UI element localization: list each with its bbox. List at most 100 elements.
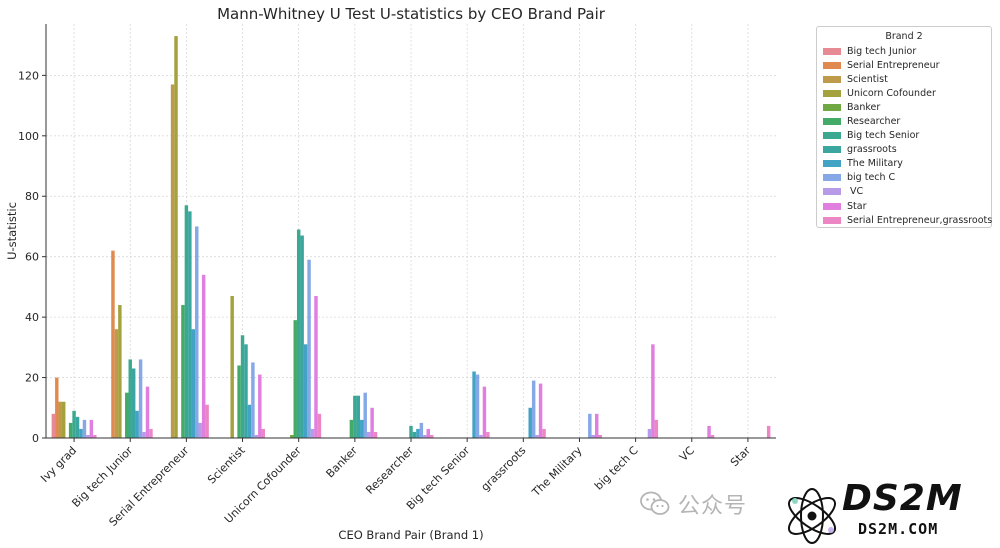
x-tick-label: grassroots [479,444,529,494]
legend-item: Researcher [817,114,991,128]
bar [131,368,136,438]
bar [290,434,294,438]
bar [598,434,602,438]
bar [412,431,417,438]
x-tick-label: VC [677,444,697,464]
bar [89,419,94,438]
grid [46,24,776,439]
bar [475,374,480,438]
bar [184,205,189,438]
logo-main-text: DS2M [842,478,963,519]
y-tick-label: 60 [25,251,39,264]
bar [370,407,374,438]
bar [244,344,248,438]
legend-label: Scientist [847,73,888,85]
bar [542,428,546,438]
bar [135,410,139,438]
bar [430,434,434,438]
x-tick-label: The Military [529,444,585,500]
x-tick-label: big tech C [592,444,641,493]
legend-label: Serial Entrepreneur,grassroots [847,214,993,226]
legend-label: Big tech Senior [847,130,920,142]
bar [111,250,115,438]
bar [300,235,304,438]
bar [423,434,427,438]
bar [201,274,206,438]
bar [647,428,652,438]
legend-item: Star [817,199,991,213]
bar [296,229,301,438]
bar [195,226,199,438]
legend-item: Serial Entrepreneur,grassroots [817,213,993,227]
bar [366,431,371,438]
bar [707,425,711,438]
logo-sub-text: DS2M.COM [858,520,939,538]
bar [486,431,490,438]
y-tick-label: 40 [25,311,39,324]
legend: Brand 2 Big tech Junior Serial Entreprene… [816,26,992,228]
legend-item: Big tech Senior [817,129,991,143]
y-tick-label: 100 [18,130,39,143]
y-tick-label: 80 [25,190,39,203]
bar [198,422,202,438]
bar [61,401,66,438]
bar [651,344,655,438]
bar [261,428,265,438]
legend-swatch [823,216,841,224]
legend-swatch [823,146,841,154]
bar [174,36,178,439]
legend-swatch [823,89,841,97]
legend-label: VC [847,186,864,198]
bar [237,365,241,438]
bar [75,416,80,438]
bar [314,295,318,438]
bar [145,386,150,438]
bar [254,434,259,438]
x-tick-label: Scientist [205,443,248,486]
bar [479,434,483,438]
bar [82,419,87,438]
bar [535,434,539,438]
watermark-text: 公众号 [678,494,748,519]
bar [531,380,536,438]
bar [170,84,175,438]
bar [360,419,364,438]
watermark: 公众号 [640,488,747,520]
bar [409,425,413,438]
bar [766,425,771,438]
y-tick-label: 120 [18,69,39,82]
bar [114,329,119,438]
legend-title: Brand 2 [885,31,923,42]
bar [240,335,245,438]
bar [138,359,143,438]
legend-item: VC [817,185,991,199]
bar [51,413,56,438]
bar [307,259,311,438]
bar [363,392,367,438]
legend-item: Unicorn Cofounder [817,86,991,100]
legend-item: Big tech Junior [817,44,991,58]
legend-label: Big tech Junior [847,45,917,57]
bar [188,211,192,438]
bar [538,383,543,438]
legend-swatch [823,160,841,168]
legend-swatch [823,118,841,126]
bar [353,395,357,438]
bar [142,431,146,438]
legend-swatch [823,188,841,196]
legend-swatch [823,174,841,182]
axes [45,24,776,439]
y-axis-ticks: 0 20 40 60 80 100 120 [18,69,46,445]
legend-item: Scientist [817,72,991,86]
legend-swatch [823,103,841,111]
bar [205,404,209,438]
bar [654,419,659,438]
bar [128,359,132,438]
bar [251,362,255,438]
bar [79,428,83,438]
bar [426,428,431,438]
bar [472,371,476,438]
bar [149,428,153,438]
legend-swatch [823,47,841,55]
